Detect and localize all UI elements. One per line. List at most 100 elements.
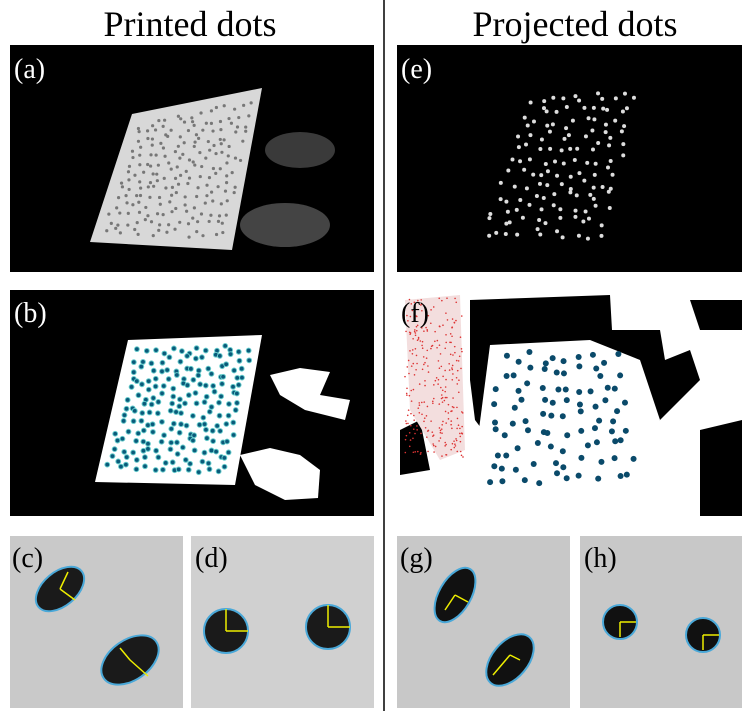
dot [555, 229, 559, 233]
dot [512, 405, 518, 411]
dot [430, 322, 432, 324]
dot [625, 106, 629, 110]
dot [568, 190, 572, 194]
panel-label: (c) [12, 543, 43, 574]
dot [452, 369, 454, 371]
dot [144, 206, 147, 209]
panel-label: (e) [401, 54, 432, 85]
dot [146, 214, 149, 217]
dot [118, 211, 121, 214]
dot [119, 464, 124, 469]
dot [442, 421, 444, 423]
dot [221, 231, 224, 234]
dot [422, 347, 424, 349]
dot [161, 384, 166, 389]
dot [158, 223, 161, 226]
dot [220, 202, 223, 205]
dot [132, 408, 137, 413]
dot [124, 194, 127, 197]
dot [451, 327, 453, 329]
dot [122, 449, 127, 454]
dot [179, 117, 182, 120]
dot [414, 433, 416, 435]
dot [413, 428, 415, 430]
dot [144, 348, 149, 353]
dot [450, 424, 452, 426]
dot [163, 155, 166, 158]
dot [183, 458, 188, 463]
dot [612, 438, 618, 444]
dot [614, 408, 620, 414]
dot [438, 298, 440, 300]
dot [167, 355, 172, 360]
dot [114, 227, 117, 230]
dot [239, 366, 244, 371]
dot [211, 199, 214, 202]
panel-e [397, 45, 742, 272]
dot [176, 165, 179, 168]
dot [244, 125, 247, 128]
dot [177, 145, 180, 148]
dot [576, 389, 582, 395]
dot [609, 428, 615, 434]
dot [427, 365, 429, 367]
dot [416, 425, 418, 427]
dot [205, 436, 210, 441]
dot [225, 174, 228, 177]
dot [179, 135, 182, 138]
dot [406, 387, 408, 389]
dot [224, 362, 229, 367]
dot [515, 208, 519, 212]
dot [408, 409, 410, 411]
dot [540, 385, 546, 391]
dot [410, 439, 412, 441]
dot [564, 126, 568, 130]
dot [560, 448, 566, 454]
dot [542, 397, 548, 403]
dot [153, 376, 158, 381]
dot [185, 210, 188, 213]
dot [510, 421, 516, 427]
dot [217, 220, 220, 223]
dot [155, 153, 158, 156]
dot [207, 467, 212, 472]
dot [157, 164, 160, 167]
dot [542, 99, 546, 103]
dot [139, 194, 142, 197]
dot [436, 347, 438, 349]
dot [624, 472, 630, 478]
dot [151, 144, 154, 147]
dot [120, 182, 123, 185]
dot [209, 214, 212, 217]
dot [513, 467, 519, 473]
dot [188, 461, 193, 466]
dot [125, 201, 128, 204]
dot [210, 428, 215, 433]
dot [434, 331, 436, 333]
dot [134, 467, 139, 472]
dot [201, 129, 204, 132]
dot [424, 362, 426, 364]
dot [224, 422, 229, 427]
dot [561, 235, 565, 239]
dot [191, 413, 196, 418]
dot [607, 190, 611, 194]
dot [518, 198, 522, 202]
dot [105, 462, 110, 467]
dot [439, 344, 441, 346]
dot [445, 342, 447, 344]
dot [451, 428, 453, 430]
dot [444, 391, 446, 393]
dot [445, 379, 447, 381]
dot [610, 418, 616, 424]
dot [159, 203, 162, 206]
dot [211, 129, 214, 132]
dot [414, 329, 416, 331]
dot [438, 403, 440, 405]
dot [193, 391, 198, 396]
dot [220, 381, 225, 386]
dot [191, 120, 194, 123]
dot [631, 456, 637, 462]
dot [433, 306, 435, 308]
dot [510, 157, 514, 161]
